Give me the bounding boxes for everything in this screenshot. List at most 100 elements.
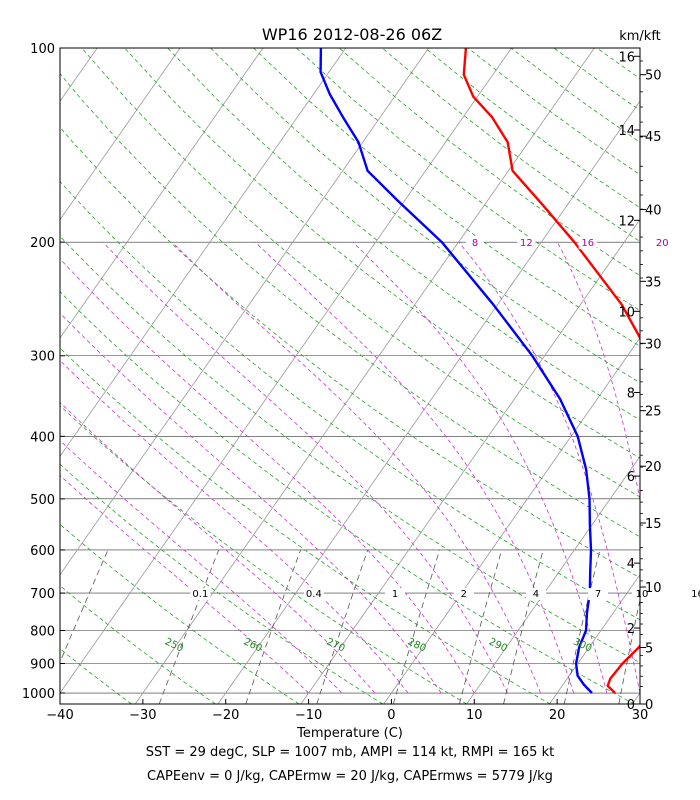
dry-adiabat-line [60,126,640,579]
dry-adiabat-line [60,523,300,704]
km-tick-label: 10 [618,305,635,320]
dry-adiabat-line [296,48,640,312]
dry-adiabat-line [553,48,640,111]
km-tick-label: 2 [627,622,635,637]
p-tick-label: 500 [30,493,55,508]
mixing-ratio-label-bg [303,588,324,601]
isotherm-line [549,573,640,704]
km-tick-label: 12 [618,214,635,229]
isotherm-line [60,48,347,457]
km-tick-label: 4 [627,557,635,572]
mixing-ratio-label-bg [588,588,609,601]
dry-adiabat-line [381,48,640,243]
mixing-ratio-label: 2 [461,589,467,600]
mixing-ratio-label: 20 [656,238,669,249]
dry-adiabat-line [339,48,640,277]
theta-label: 290 [487,637,509,655]
mixing-ratio-label-bg [190,588,211,601]
moist-adiabat-line [60,312,442,694]
p-tick-label: 300 [30,350,55,365]
x-tick-label: 10 [466,708,483,723]
km-tick-label: 14 [618,124,635,139]
dry-adiabat-line [167,48,640,421]
mixing-ratio-label-bg [385,588,406,601]
moist-adiabat-line [60,474,309,694]
mixing-ratio-label-bg [687,588,700,601]
dry-adiabat-line [639,48,640,49]
mixing-ratio-label: 10 [636,589,649,600]
kft-tick-label: 15 [645,517,662,532]
mixing-ratio-line [60,549,109,664]
km-tick-label: 0 [627,698,635,713]
mixing-ratio-line [316,549,369,704]
moist-adiabat-line [254,241,575,694]
isotherm-line [60,48,264,339]
mixing-ratio-line [503,549,544,704]
p-tick-label: 600 [30,544,55,559]
x-axis-label: Temperature (C) [296,726,403,741]
mixing-ratio-label: 0.1 [192,589,208,600]
mixing-ratio-label-bg [466,237,485,250]
isotherm-line [466,455,640,704]
mixing-ratio-label-bg [578,237,597,250]
theta-label: 250 [163,636,185,654]
theta-label: 260 [242,637,264,655]
moist-adiabat-line [352,241,608,694]
p-tick-label: 700 [30,587,55,602]
mixing-ratio-label-bg [631,588,652,601]
dry-adiabat-line [60,405,467,704]
mixing-ratio-line [158,549,220,704]
p-tick-label: 200 [30,236,55,251]
kft-tick-label: 20 [645,460,662,475]
moist-adiabat-line [60,359,409,694]
dry-adiabat-line [81,48,640,498]
dry-adiabat-line [60,347,551,704]
dry-adiabat-line [60,235,640,664]
mixing-ratio-label-bg [453,588,474,601]
x-tick-label: −30 [129,708,156,723]
dry-adiabat-line [60,72,640,538]
dry-adiabat-line [424,48,640,209]
mixing-ratio-label: 1 [392,589,398,600]
dry-adiabat-line [0,48,48,704]
dry-adiabat-line [210,48,640,384]
isotherm-line [60,48,181,221]
kft-tick-label: 40 [645,204,662,219]
moist-adiabat-line [102,241,508,694]
isotherm-line [60,48,429,576]
kft-tick-label: 5 [645,641,653,656]
isotherm-line [300,218,640,704]
mixing-ratio-line [245,549,301,704]
dry-adiabat-line [60,291,635,704]
x-tick-label: −10 [295,708,322,723]
mixing-ratio-label: 16 [581,238,594,249]
km-kft-header: km/kft [619,29,661,44]
moist-adiabat-line [171,241,541,694]
isotherm-line [217,100,640,704]
x-tick-label: −40 [46,708,73,723]
isotherm-line [631,692,640,704]
km-tick-label: 8 [627,386,635,401]
kft-tick-label: 45 [645,130,662,145]
kft-tick-label: 25 [645,405,662,420]
moist-adiabat-line [60,439,342,694]
isotherm-line [0,48,14,704]
dry-adiabat-line [60,585,216,704]
chart-title: WP16 2012-08-26 06Z [262,25,442,44]
plot-frame [59,47,641,705]
mixing-ratio-label: 4 [533,589,539,600]
mixing-ratio-label-bg [525,588,546,601]
km-tick-label: 6 [627,470,635,485]
mixing-ratio-label: 7 [595,589,601,600]
sounding-line [462,48,640,694]
p-tick-label: 1000 [22,687,55,702]
kft-tick-label: 10 [645,581,662,596]
dry-adiabat-line [60,181,640,621]
p-tick-label: 800 [30,625,55,640]
p-tick-label: 400 [30,430,55,445]
kft-tick-label: 50 [645,69,662,84]
km-tick-label: 16 [618,50,635,65]
theta-label: 280 [406,637,428,655]
theta-label: 300 [571,637,593,655]
x-tick-label: 0 [387,708,395,723]
